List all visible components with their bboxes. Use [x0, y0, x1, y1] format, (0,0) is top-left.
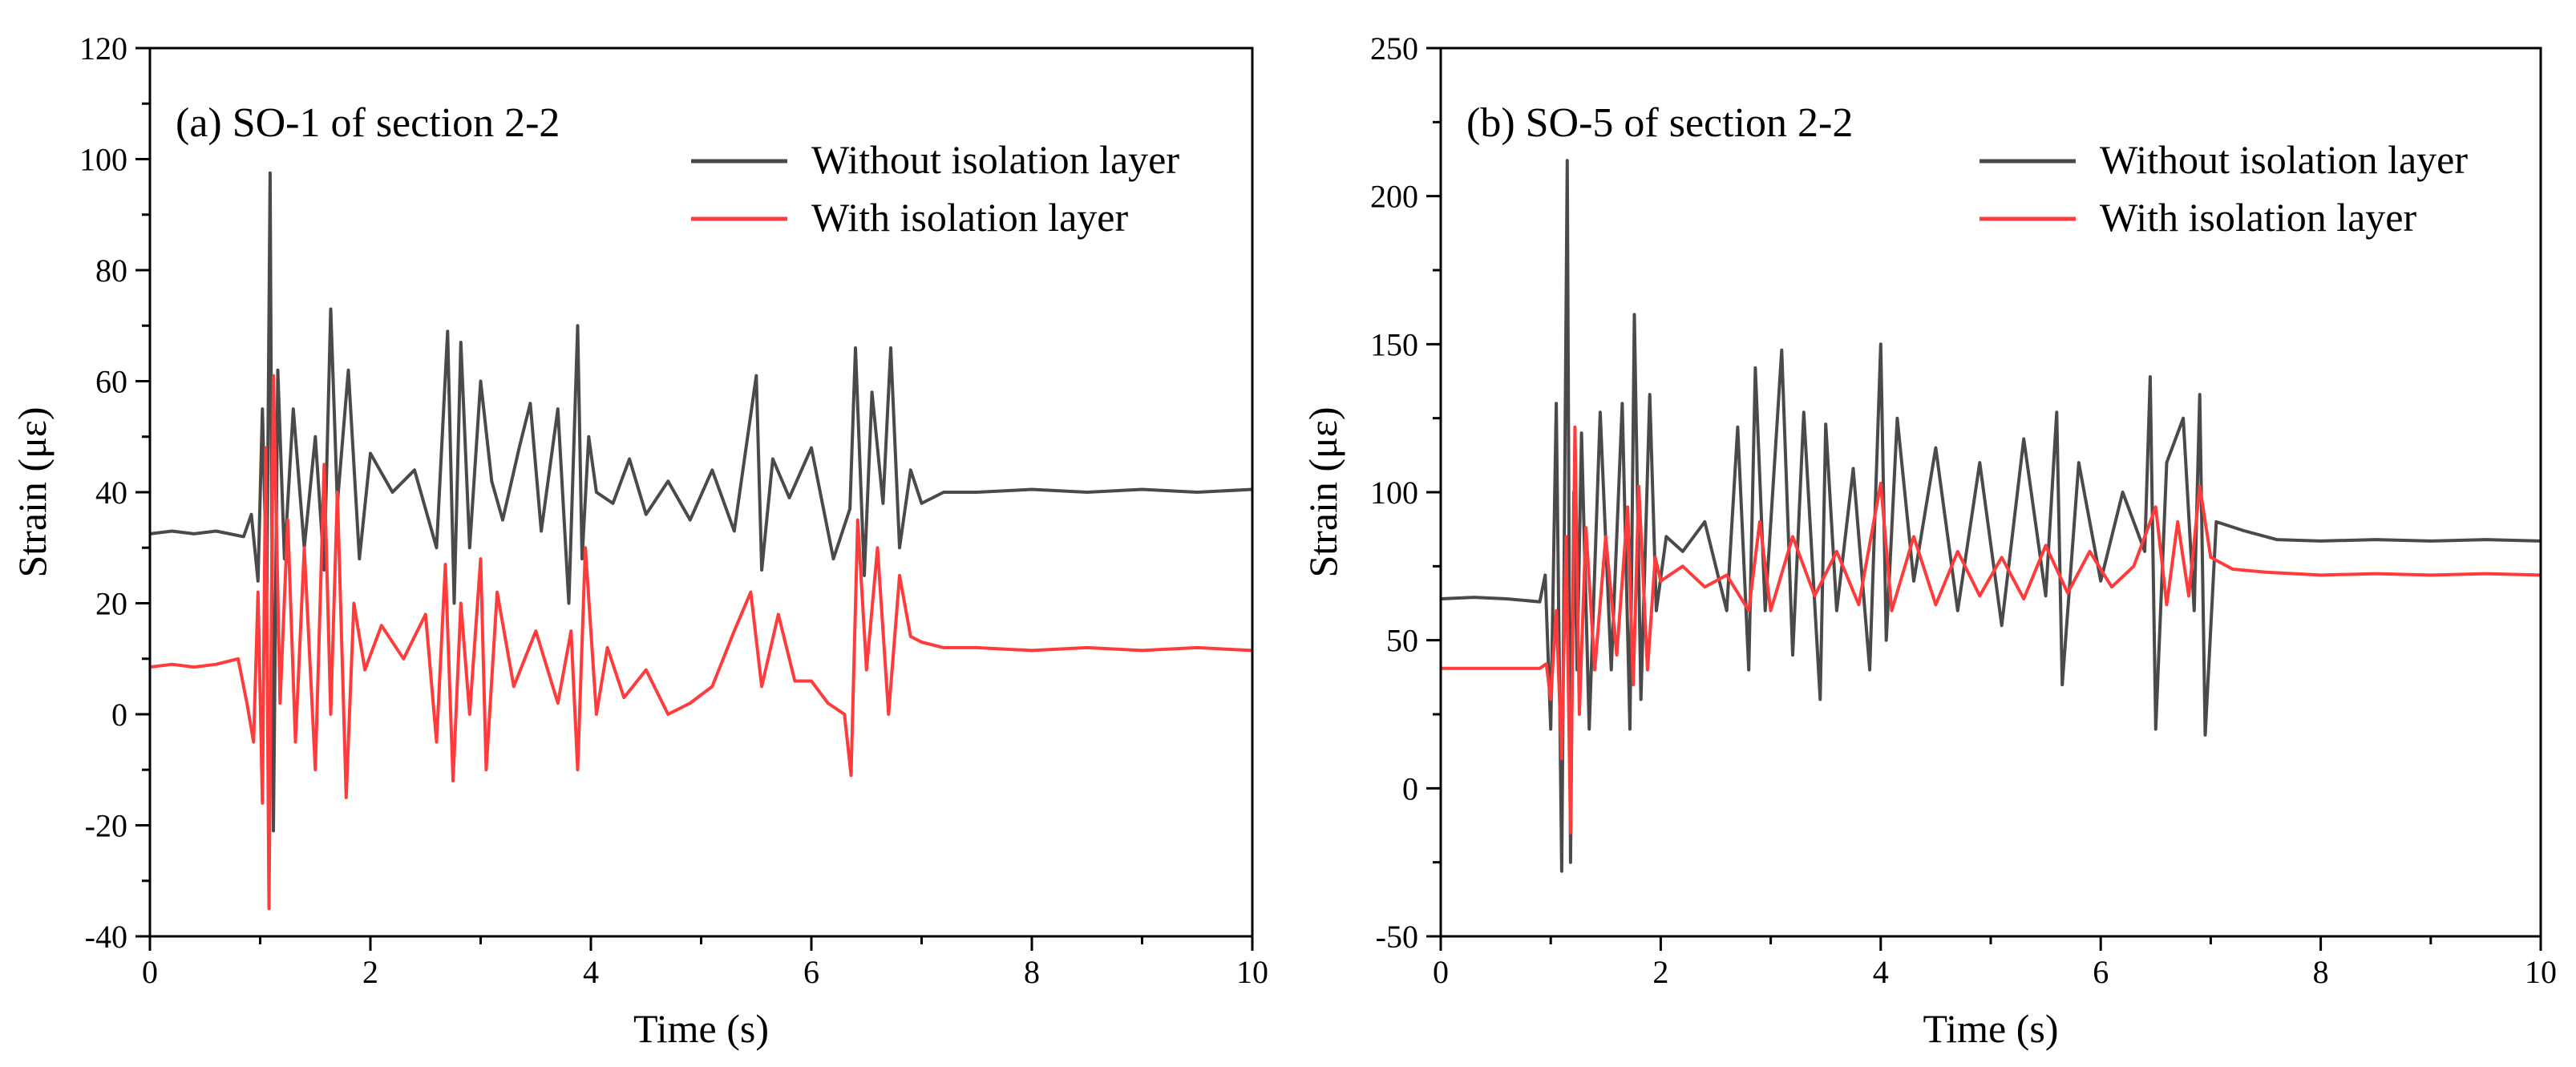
x-tick-label: 8 — [1024, 954, 1040, 990]
x-tick-label: 10 — [1236, 954, 1268, 990]
x-tick-label: 4 — [1873, 954, 1889, 990]
chart-panel-1: 0 2 4 6 8 10 -40 -20 0 20 40 60 80 100 120 Time (s) Stra… — [10, 30, 1268, 1051]
x-tick-label: 8 — [2313, 954, 2329, 990]
series-line-with-isolation — [1441, 425, 2541, 835]
x-tick-label: 0 — [1433, 954, 1449, 990]
chart-panel-2: 0 2 4 6 8 10 -50 0 50 100 150 200 250 Time (s) Strain … — [1300, 30, 2557, 1051]
x-tick-label: 6 — [2093, 954, 2109, 990]
x-tick-label: 0 — [142, 954, 158, 990]
y-tick-label: 200 — [1370, 179, 1418, 215]
legend: Without isolation layer With isolation la… — [691, 137, 1179, 240]
x-axis-title: Time (s) — [633, 1006, 769, 1051]
x-tick-label: 2 — [362, 954, 378, 990]
y-tick-label: 50 — [1386, 623, 1418, 659]
x-tick-label: 2 — [1652, 954, 1668, 990]
series-line-without-isolation — [150, 171, 1252, 833]
y-tick-label: 150 — [1370, 326, 1418, 362]
x-tick-label: 6 — [803, 954, 819, 990]
y-axis-title: Strain (με) — [1300, 406, 1345, 577]
series-line-with-isolation — [150, 374, 1252, 911]
y-axis-title: Strain (με) — [10, 406, 55, 577]
x-tick-label: 4 — [583, 954, 599, 990]
y-tick-label: -40 — [85, 919, 127, 955]
x-axis-title: Time (s) — [1923, 1006, 2058, 1051]
legend-label: Without isolation layer — [811, 137, 1179, 182]
y-tick-label: 20 — [95, 586, 127, 622]
y-tick-label: 100 — [1370, 475, 1418, 511]
y-tick-label: -20 — [85, 808, 127, 844]
y-tick-label: 0 — [111, 697, 127, 733]
legend-label: With isolation layer — [2100, 195, 2416, 240]
y-tick-label: 120 — [79, 30, 127, 67]
x-tick-label: 10 — [2525, 954, 2557, 990]
legend: Without isolation layer With isolation la… — [1980, 137, 2468, 240]
y-tick-label: -50 — [1376, 919, 1418, 955]
panel-title: (b) SO-5 of section 2-2 — [1466, 100, 1853, 146]
legend-label: With isolation layer — [811, 195, 1128, 240]
y-tick-label: 60 — [95, 364, 127, 400]
y-tick-label: 0 — [1402, 770, 1418, 806]
y-tick-label: 100 — [79, 142, 127, 178]
y-tick-label: 250 — [1370, 30, 1418, 67]
panel-title: (a) SO-1 of section 2-2 — [176, 100, 560, 146]
y-tick-label: 80 — [95, 253, 127, 289]
legend-label: Without isolation layer — [2100, 137, 2468, 182]
y-tick-label: 40 — [95, 475, 127, 511]
